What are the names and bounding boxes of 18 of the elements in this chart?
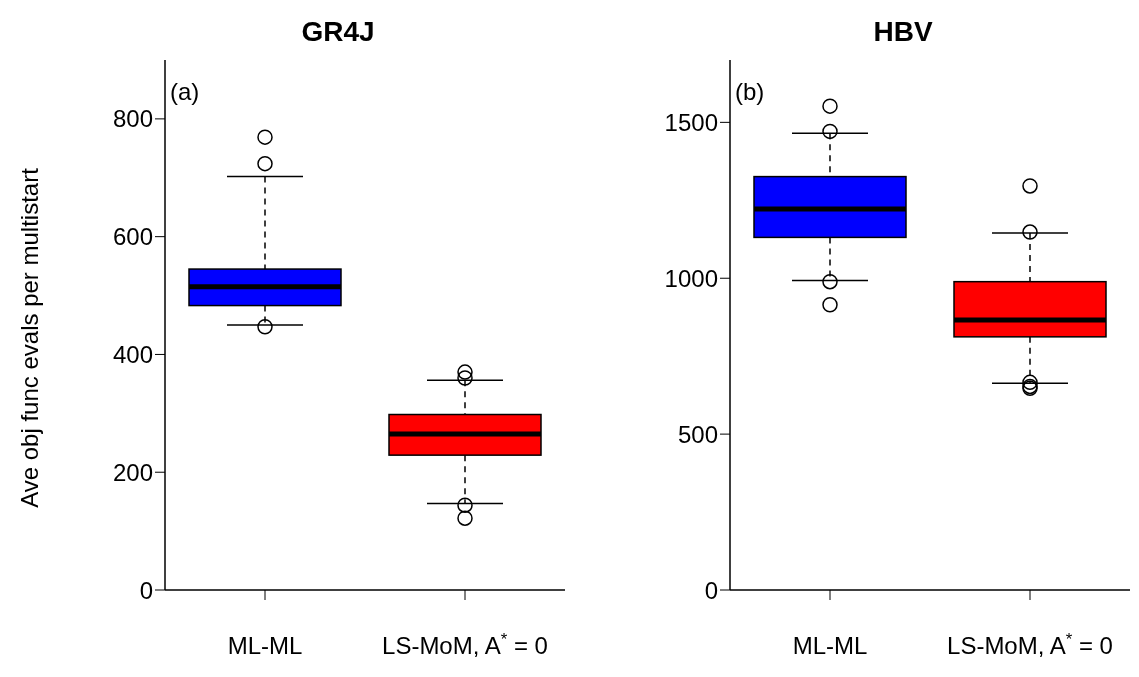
y-tick-label: 0 [704, 576, 718, 604]
x-tick-label: LS-MoM, A$^{*}$ = 0 [382, 629, 548, 659]
annotation: (b) [735, 78, 765, 106]
annotation: (a) [170, 78, 200, 106]
y-tick-label: 1500 [664, 108, 718, 136]
y-tick-label: 500 [677, 420, 718, 448]
x-tick-label: ML-ML [227, 632, 303, 659]
y-tick-label: 400 [112, 340, 153, 368]
x-tick-label: LS-MoM, A$^{*}$ = 0 [947, 629, 1113, 659]
x-tick-label: ML-ML [792, 632, 868, 659]
y-tick-label: 800 [112, 105, 153, 133]
chart-title: GR4J [300, 16, 376, 48]
y-tick-label: 1000 [664, 264, 718, 292]
y-tick-label: 600 [112, 223, 153, 251]
y-tick-label: 0 [139, 576, 153, 604]
chart-title: HBV [872, 16, 934, 48]
y-axis-title: Ave obj func evals per multistart [16, 168, 44, 508]
y-tick-label: 200 [112, 458, 153, 486]
